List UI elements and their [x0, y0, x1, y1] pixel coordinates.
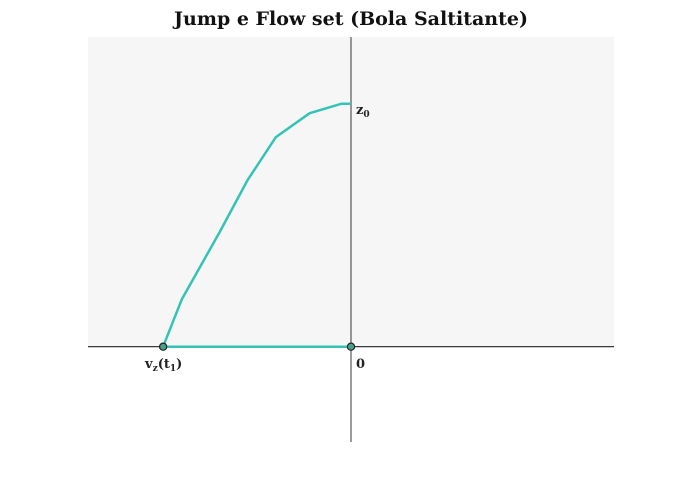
flow-set-curve [161, 102, 351, 348]
jump-point-vz [158, 342, 168, 351]
z0-label: z0 [356, 103, 370, 120]
origin-point [346, 342, 356, 351]
origin-label: 0 [356, 357, 365, 372]
vz-t1-label: vz(t1) [144, 357, 182, 374]
chart-title: Jump e Flow set (Bola Saltitante) [172, 8, 528, 30]
